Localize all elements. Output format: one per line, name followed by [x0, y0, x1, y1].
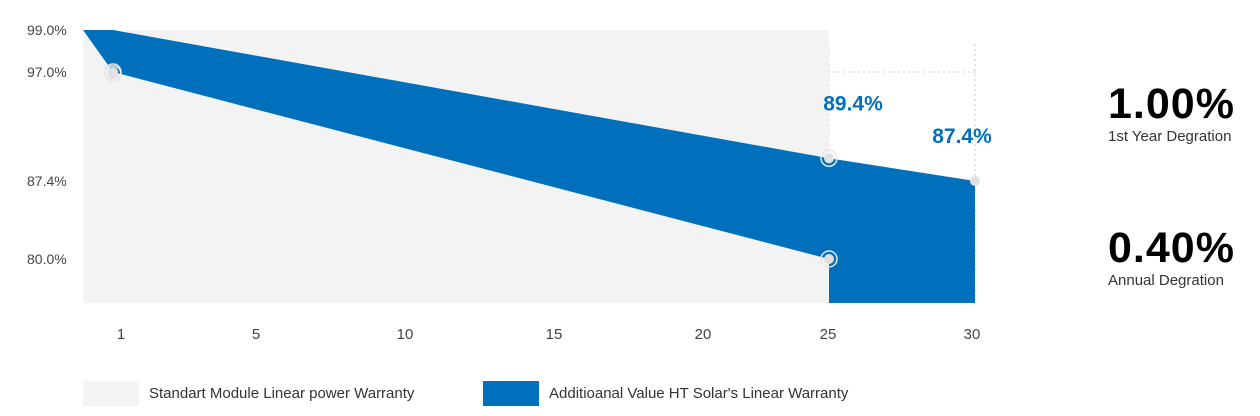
point-standard-year-1	[108, 67, 118, 77]
x-tick-label: 20	[695, 326, 712, 343]
point-additional-year-25-ring	[820, 149, 838, 168]
warranty-chart: 99.0%97.0%87.4%80.0%1 5 10 15 20 25 3089.4%87.…	[27, 22, 992, 343]
y-tick-label: 87.4%	[27, 173, 67, 189]
chart-labels: 99.0%97.0%87.4%80.0%1 5 10 15 20 25 3089.4%87.…	[27, 22, 992, 343]
annual-degradation-value: 0.40%	[1108, 224, 1235, 272]
x-tick-label: 15	[546, 326, 563, 343]
annual-degradation-label: Annual Degration	[1108, 272, 1224, 289]
first-year-degradation-label: 1st Year Degration	[1108, 128, 1232, 145]
data-label-year-25: 89.4%	[823, 92, 883, 115]
additional-value-area	[83, 30, 975, 303]
x-tick-label: 1	[117, 326, 125, 343]
chart-areas	[83, 30, 975, 303]
y-tick-label: 97.0%	[27, 64, 67, 80]
point-standard-year-1-ring	[104, 63, 122, 81]
x-tick-label: 10	[397, 326, 414, 343]
point-standard-year-25-ring	[820, 250, 838, 268]
legend-item-standard: Standart Module Linear power Warranty	[83, 381, 414, 406]
x-tick-label: 30	[964, 326, 981, 343]
legend-label-standard: Standart Module Linear power Warranty	[149, 385, 415, 402]
legend-label-additional: Additioanal Value HT Solar's Linear Warr…	[549, 385, 849, 402]
legend-swatch-standard	[83, 381, 139, 406]
y-tick-label: 80.0%	[27, 251, 67, 267]
legend-swatch-additional	[483, 381, 539, 406]
x-tick-label: 5	[252, 326, 260, 343]
x-tick-label: 25	[820, 326, 837, 343]
first-year-stat: 1.00% 1st Year Degration	[1108, 82, 1235, 145]
point-additional-year-25	[824, 153, 834, 164]
point-additional-year-30	[970, 176, 980, 186]
chart-points	[104, 63, 980, 268]
annual-stat: 0.40% Annual Degration	[1108, 226, 1235, 289]
y-tick-label: 99.0%	[27, 22, 67, 38]
legend-item-additional: Additioanal Value HT Solar's Linear Warr…	[483, 381, 848, 406]
first-year-degradation-value: 1.00%	[1108, 80, 1235, 128]
point-standard-year-25	[824, 254, 834, 264]
data-label-year-30: 87.4%	[932, 125, 992, 148]
